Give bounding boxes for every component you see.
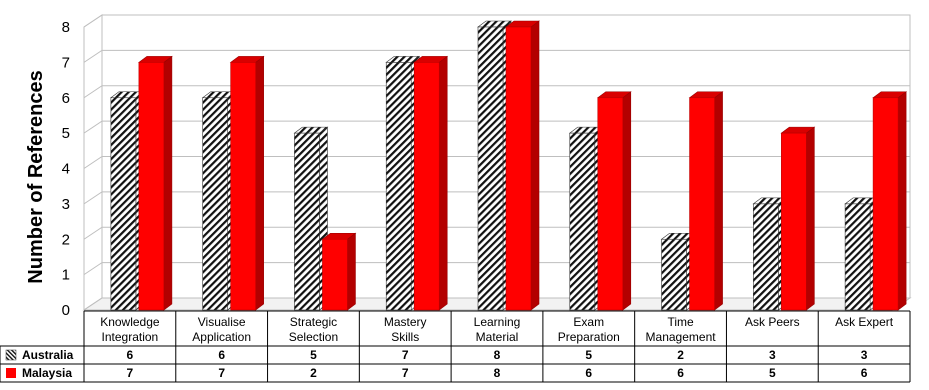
bar-malaysia (688, 91, 724, 311)
bar-front (844, 203, 871, 311)
bar-side (622, 91, 632, 311)
gridline (83, 85, 910, 99)
bar-front (110, 97, 137, 311)
y-tick-label: 0 (62, 302, 70, 319)
bar-malaysia (780, 126, 816, 311)
bar-side (806, 126, 815, 311)
y-tick-label: 6 (62, 90, 70, 107)
x-tick-label: Integration (102, 330, 159, 344)
y-axis: 0 1 2 3 4 5 6 7 8 (62, 19, 85, 319)
bar-front (872, 97, 899, 311)
bar-front (753, 203, 779, 311)
bar-front (781, 132, 807, 311)
y-tick-label: 5 (62, 125, 70, 142)
bar-malaysia (321, 232, 357, 311)
x-tick-label: Exam (573, 315, 604, 329)
x-tick-label: Mastery (384, 315, 427, 329)
x-tick-label: Material (476, 330, 519, 344)
data-label: 2 (310, 366, 317, 380)
data-label: 7 (402, 366, 409, 380)
x-tick-label: Preparation (558, 330, 620, 344)
bar-front (385, 62, 412, 311)
data-label: 6 (677, 366, 684, 380)
bar-malaysia (505, 20, 540, 311)
y-tick-label: 4 (62, 161, 70, 178)
x-tick-label: Ask Expert (835, 315, 894, 329)
bar-side (530, 20, 540, 311)
x-tick-label: Application (192, 330, 251, 344)
data-label: 5 (585, 348, 592, 362)
gridline (83, 49, 910, 63)
bar-side (163, 55, 173, 311)
data-label: 7 (402, 348, 409, 362)
data-label: 7 (218, 366, 225, 380)
bar-front (597, 97, 624, 311)
plot-area (82, 14, 912, 311)
y-tick-label: 2 (62, 231, 70, 248)
bar-front (138, 62, 165, 311)
bar-front (230, 62, 256, 311)
gridline (83, 191, 910, 205)
bar-side (897, 91, 907, 311)
bar-malaysia (872, 91, 908, 311)
bar-front (477, 26, 504, 311)
bar-australia (293, 126, 329, 311)
bar-malaysia (229, 55, 265, 311)
bar-front (569, 132, 596, 311)
bar-malaysia (137, 55, 173, 311)
data-label: 6 (218, 348, 225, 362)
gridline (83, 226, 910, 240)
bar-australia (568, 126, 604, 311)
bar-side (255, 55, 264, 311)
data-label: 5 (769, 366, 776, 380)
bar-front (505, 26, 532, 311)
gridline (83, 297, 910, 311)
bar-side (347, 232, 356, 311)
x-tick-label: Ask Peers (745, 315, 800, 329)
bar-front (689, 97, 715, 311)
bar-side (714, 91, 723, 311)
y-tick-label: 3 (62, 196, 70, 213)
gridline (83, 14, 910, 28)
data-label: 7 (127, 366, 134, 380)
legend-key (6, 368, 16, 378)
gridline (83, 120, 910, 134)
gridline (83, 156, 910, 169)
y-tick-label: 7 (62, 54, 70, 71)
gridline (83, 262, 910, 276)
data-label: 6 (127, 348, 134, 362)
y-tick-label: 8 (62, 19, 70, 36)
data-label: 3 (861, 348, 868, 362)
data-label: 6 (585, 366, 592, 380)
bar-front (661, 238, 687, 311)
legend-label: Australia (22, 348, 74, 362)
legend-key (5, 349, 17, 361)
y-tick-label: 1 (62, 267, 70, 284)
bar-front (294, 132, 320, 311)
x-tick-label: Skills (391, 330, 419, 344)
data-label: 8 (494, 366, 501, 380)
data-label: 8 (494, 348, 501, 362)
x-tick-label: Visualise (198, 315, 246, 329)
data-label: 6 (861, 366, 868, 380)
bar-side (438, 55, 448, 311)
bar-front (413, 62, 440, 311)
x-tick-label: Strategic (290, 315, 337, 329)
bar-malaysia (413, 55, 449, 311)
bar-front (322, 238, 348, 311)
x-tick-label: Time (667, 315, 694, 329)
data-label: 3 (769, 348, 776, 362)
legend-label: Malaysia (22, 366, 72, 380)
y-axis-label: Number of References (25, 70, 47, 283)
bar-malaysia (596, 91, 632, 311)
x-tick-label: Selection (289, 330, 338, 344)
data-label: 5 (310, 348, 317, 362)
data-label: 2 (677, 348, 684, 362)
bar-front (202, 97, 228, 311)
x-tick-label: Management (646, 330, 717, 344)
x-tick-label: Learning (474, 315, 521, 329)
x-tick-label: Knowledge (100, 315, 160, 329)
